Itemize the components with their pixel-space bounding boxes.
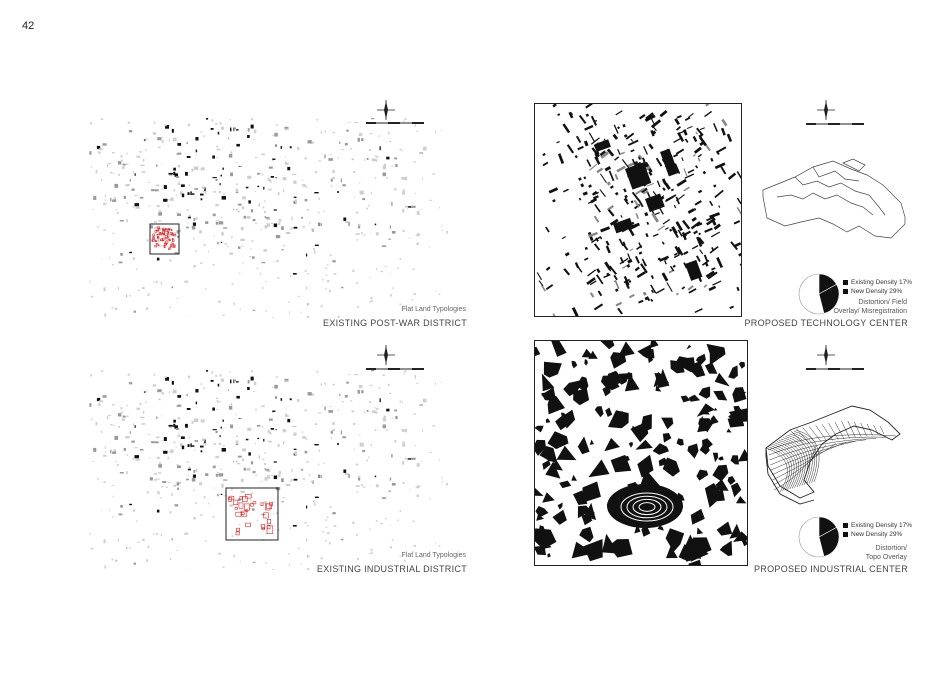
legend-new-density: New Density 29% — [843, 531, 902, 538]
industrial-note-line2: Topo Overlay — [865, 554, 907, 561]
industrial-center-plan-frame — [534, 340, 748, 566]
figure-ground-buildings — [88, 118, 448, 318]
technology-center-plan-frame — [534, 103, 742, 317]
figure-ground-buildings — [536, 104, 741, 316]
legend-existing-density: Existing Density 17% — [843, 279, 912, 286]
legend-swatch — [843, 279, 848, 285]
north-arrow-icon — [817, 100, 835, 120]
density-pie-icon — [798, 273, 840, 315]
industrial-subtitle: Flat Land Typologies — [401, 552, 466, 559]
technology-title: PROPOSED TECHNOLOGY CENTER — [744, 318, 908, 328]
scale-bar-icon — [806, 123, 864, 125]
technology-center-plan — [536, 104, 741, 316]
density-pie-icon — [798, 516, 840, 558]
figure-ground-buildings — [535, 341, 747, 565]
technology-massing-axonometric — [762, 158, 906, 239]
industrial-center-plan — [535, 341, 747, 565]
pie-slice-new — [818, 526, 840, 557]
north-arrow-icon — [377, 100, 395, 120]
north-arrow-icon — [817, 345, 835, 365]
scale-bar-icon — [366, 368, 424, 370]
legend-new-density: New Density 29% — [843, 288, 902, 295]
industrial-title: EXISTING INDUSTRIAL DISTRICT — [316, 564, 467, 574]
legend-swatch — [843, 522, 848, 528]
legend-existing-density: Existing Density 17% — [843, 522, 912, 529]
pie-slice-new — [818, 283, 840, 314]
postwar-subtitle: Flat Land Typologies — [401, 306, 466, 313]
scale-bar-icon — [366, 122, 424, 124]
industrial-massing-wireframe — [765, 405, 901, 505]
technology-note-line1: Distortion/ Field — [858, 299, 907, 306]
scale-bar-icon — [806, 368, 864, 370]
postwar-title: EXISTING POST-WAR DISTRICT — [323, 318, 467, 328]
site-highlight — [151, 226, 177, 250]
site-outline — [225, 487, 279, 541]
legend-swatch — [843, 531, 848, 537]
industrial-note-line1: Distortion/ — [875, 545, 907, 552]
industrial-center-title: PROPOSED INDUSTRIAL CENTER — [754, 564, 908, 574]
north-arrow-icon — [377, 345, 395, 365]
site-highlight — [228, 494, 274, 536]
page-number: 42 — [22, 20, 35, 32]
industrial-district-map — [88, 370, 448, 570]
site-outline — [149, 223, 180, 255]
legend-swatch — [843, 288, 848, 294]
postwar-district-map — [88, 118, 448, 318]
technology-note-line2: Overlay/ Misregistration — [833, 308, 907, 315]
